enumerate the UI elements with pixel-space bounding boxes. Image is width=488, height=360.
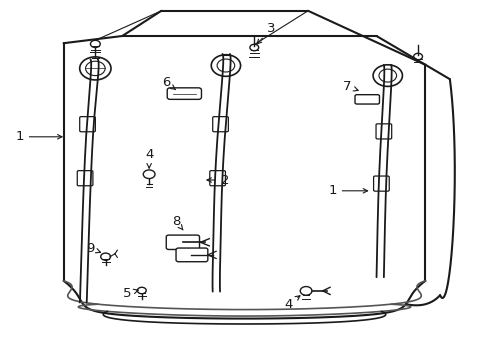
Text: 2: 2 [206,174,229,186]
Text: 1: 1 [15,130,62,143]
Text: 1: 1 [327,184,367,197]
FancyBboxPatch shape [167,88,201,99]
Circle shape [137,287,146,294]
Text: 7: 7 [342,80,357,93]
Text: 8: 8 [171,215,183,230]
Text: 3: 3 [257,22,275,44]
FancyBboxPatch shape [166,235,199,249]
Text: 9: 9 [86,242,101,255]
FancyBboxPatch shape [209,171,225,186]
FancyBboxPatch shape [212,117,228,132]
FancyBboxPatch shape [354,95,379,104]
FancyBboxPatch shape [375,124,391,139]
Text: 5: 5 [122,287,138,300]
Circle shape [101,253,110,260]
Circle shape [300,287,311,295]
Text: 4: 4 [284,296,299,311]
Text: 6: 6 [162,76,175,90]
Circle shape [143,170,155,179]
Text: 4: 4 [144,148,153,168]
FancyBboxPatch shape [77,171,93,186]
FancyBboxPatch shape [373,176,388,191]
FancyBboxPatch shape [176,248,207,262]
FancyBboxPatch shape [80,117,95,132]
